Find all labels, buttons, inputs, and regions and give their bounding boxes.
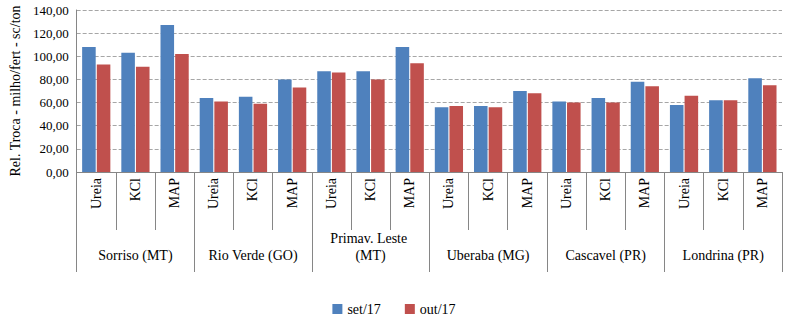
svg-text:KCl: KCl [245, 178, 260, 201]
svg-text:80,00: 80,00 [39, 72, 68, 87]
svg-text:Ureia: Ureia [206, 177, 221, 209]
svg-text:KCl: KCl [363, 178, 378, 201]
svg-text:Ureia: Ureia [559, 177, 574, 209]
svg-text:Ureia: Ureia [324, 177, 339, 209]
svg-text:out/17: out/17 [420, 302, 456, 317]
svg-text:Cascavel (PR): Cascavel (PR) [565, 248, 646, 264]
svg-text:60,00: 60,00 [39, 95, 68, 110]
svg-text:40,00: 40,00 [39, 118, 68, 133]
svg-text:100,00: 100,00 [33, 49, 69, 64]
svg-text:Londrina (PR): Londrina (PR) [683, 248, 765, 264]
svg-text:MAP: MAP [520, 178, 535, 209]
svg-text:MAP: MAP [755, 178, 770, 209]
svg-text:(MT): (MT) [355, 248, 386, 264]
svg-text:Rio Verde (GO): Rio Verde (GO) [208, 248, 298, 264]
svg-text:KCl: KCl [128, 178, 143, 201]
svg-text:Ureia: Ureia [677, 177, 692, 209]
svg-text:Primav. Leste: Primav. Leste [330, 231, 410, 246]
svg-text:MAP: MAP [637, 178, 652, 209]
svg-text:KCl: KCl [481, 178, 496, 201]
svg-text:Rel. Troca - milho/fert - sc/t: Rel. Troca - milho/fert - sc/ton [8, 5, 23, 176]
svg-text:20,00: 20,00 [39, 141, 68, 156]
svg-text:Ureia: Ureia [89, 177, 104, 209]
svg-text:MAP: MAP [285, 178, 300, 209]
svg-text:set/17: set/17 [347, 302, 380, 317]
svg-text:120,00: 120,00 [33, 26, 69, 41]
svg-text:Sorriso (MT): Sorriso (MT) [98, 248, 173, 264]
svg-text:140,00: 140,00 [33, 3, 69, 18]
svg-text:0,00: 0,00 [46, 165, 69, 180]
svg-text:KCl: KCl [598, 178, 613, 201]
svg-text:KCl: KCl [716, 178, 731, 201]
svg-text:Ureia: Ureia [441, 177, 456, 209]
svg-text:Uberaba (MG): Uberaba (MG) [447, 248, 530, 264]
svg-text:MAP: MAP [402, 178, 417, 209]
svg-text:MAP: MAP [167, 178, 182, 209]
